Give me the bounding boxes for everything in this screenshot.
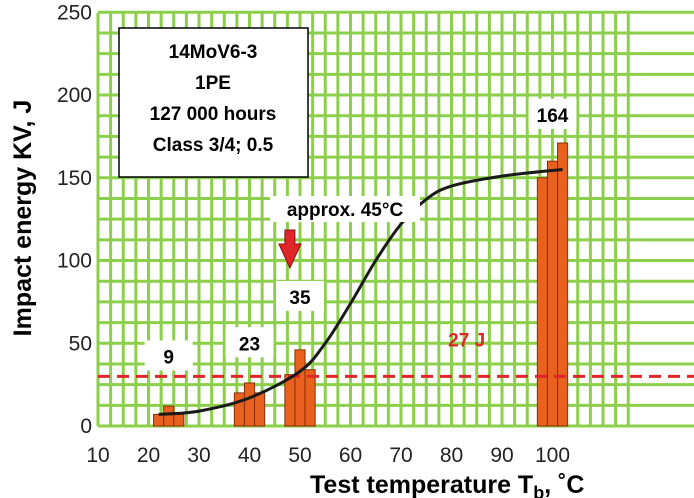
threshold-label: 27 J: [448, 331, 485, 352]
axis-titles: Test temperature Tb, ˚C Impact energy KV…: [9, 100, 585, 498]
bar: [304, 369, 316, 427]
annotation-background: [270, 196, 420, 222]
y-tick-label: 100: [57, 250, 92, 273]
x-axis-title-unit: , ˚C: [544, 471, 584, 498]
bar: [173, 413, 185, 427]
bar: [243, 382, 256, 427]
info-box-line: Class 3/4; 0.5: [153, 135, 274, 156]
x-tick-label: 90: [490, 444, 513, 467]
bars: [153, 142, 569, 427]
x-tick-label: 30: [187, 444, 210, 467]
x-tick-label: 50: [288, 444, 311, 467]
transition-curve-group: [158, 167, 563, 416]
tick-labels: 10 20 30 40 50 60 70 80 90 100 0 50 100 150 200 250: [57, 1, 570, 467]
y-tick-label: 150: [57, 167, 92, 190]
x-tick-label: 60: [339, 444, 362, 467]
info-box-line: 1PE: [195, 73, 231, 94]
bar: [294, 349, 306, 427]
down-arrow-icon: [278, 229, 302, 270]
info-box-frame: [118, 27, 309, 178]
y-axis-title: Impact energy KV, J: [9, 100, 37, 337]
info-box-line: 127 000 hours: [150, 104, 277, 125]
data-label-background: [528, 98, 577, 129]
data-label-background: [225, 327, 274, 358]
x-tick-label: 100: [535, 444, 570, 467]
x-axis-title-main: Test temperature T: [310, 471, 533, 498]
x-axis-title: Test temperature Tb, ˚C: [310, 471, 585, 498]
x-tick-label: 70: [389, 444, 412, 467]
bar: [163, 405, 175, 427]
data-label-background: [276, 280, 324, 311]
x-tick-label: 40: [238, 444, 261, 467]
bar: [284, 374, 296, 427]
y-tick-label: 50: [69, 332, 92, 355]
info-box: 14MoV6-3 1PE 127 000 hours Class 3/4; 0.5: [118, 27, 309, 178]
bar: [536, 177, 548, 427]
x-tick-label: 10: [86, 444, 109, 467]
y-tick-label: 250: [57, 1, 92, 24]
bar: [153, 413, 165, 427]
x-tick-label: 80: [440, 444, 463, 467]
y-tick-label: 200: [57, 84, 92, 107]
data-label-background: [144, 340, 193, 371]
x-tick-label: 20: [137, 444, 160, 467]
info-box-line: 14MoV6-3: [169, 42, 258, 63]
x-axis-title-subscript: b: [533, 483, 544, 498]
threshold-line-group: 27 J: [98, 331, 694, 378]
bar: [546, 160, 559, 427]
data-label: 23: [239, 334, 260, 355]
data-label: 35: [289, 288, 311, 309]
y-tick-label: 0: [80, 415, 92, 438]
data-label: 164: [537, 106, 569, 127]
bar: [254, 392, 266, 427]
transition-curve: [158, 167, 563, 416]
annotation-text: approx. 45°C: [287, 200, 404, 221]
bar: [233, 392, 245, 427]
bar: [557, 142, 569, 427]
data-label: 9: [163, 347, 174, 368]
data-labels: 9 23 35 164: [144, 98, 577, 371]
annotation-group: approx. 45°C: [270, 196, 420, 270]
